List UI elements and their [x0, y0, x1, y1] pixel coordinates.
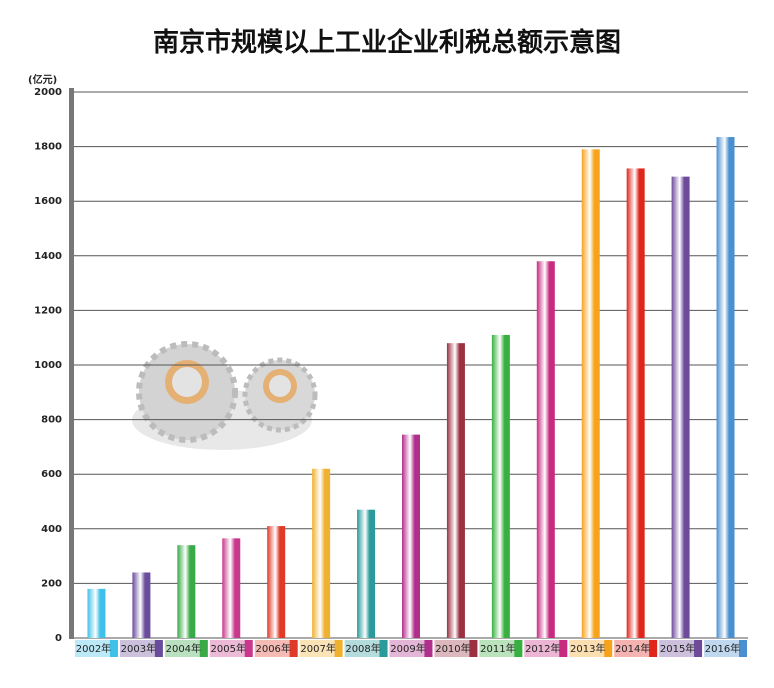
y-tick-label: 2000 — [34, 87, 62, 98]
x-tick-label: 2016年 — [705, 642, 740, 655]
category-box — [524, 640, 568, 657]
category-box — [434, 640, 478, 657]
category-box-edge — [559, 640, 568, 657]
x-tick-label: 2004年 — [166, 642, 201, 655]
bar — [267, 526, 286, 638]
category-box-edge — [199, 640, 208, 657]
y-tick-label: 800 — [41, 415, 62, 426]
bar — [671, 176, 690, 638]
x-tick-label: 2005年 — [211, 642, 246, 655]
x-tick-label: 2012年 — [525, 642, 560, 655]
y-axis-label: (亿元) — [28, 73, 57, 86]
y-tick-label: 1600 — [34, 196, 62, 207]
category-box — [209, 640, 253, 657]
y-tick-label: 1800 — [34, 142, 62, 153]
category-box-edge — [514, 640, 523, 657]
bar — [626, 168, 645, 638]
y-tick-label: 600 — [41, 469, 62, 480]
category-box — [344, 640, 388, 657]
bar — [132, 572, 151, 638]
category-box-edge — [424, 640, 433, 657]
y-tick-label: 1200 — [34, 305, 62, 316]
category-box — [254, 640, 298, 657]
bar — [402, 434, 420, 638]
category-box-edge — [334, 640, 343, 657]
x-tick-label: 2013年 — [570, 642, 605, 655]
category-box — [389, 640, 433, 657]
category-box-edge — [694, 640, 703, 657]
category-box — [569, 640, 613, 657]
x-tick-label: 2003年 — [121, 642, 156, 655]
category-box — [164, 640, 208, 657]
category-box-edge — [649, 640, 658, 657]
y-axis — [69, 88, 74, 639]
x-tick-label: 2002年 — [76, 642, 111, 655]
y-tick-label: 200 — [41, 578, 62, 589]
category-box-edge — [289, 640, 298, 657]
x-tick-label: 2011年 — [480, 642, 515, 655]
bar — [177, 545, 196, 638]
x-tick-label: 2014年 — [615, 642, 650, 655]
bar — [87, 588, 106, 638]
y-tick-label: 400 — [41, 524, 62, 535]
category-box — [119, 640, 163, 657]
y-tick-label: 0 — [55, 633, 62, 644]
category-box — [299, 640, 343, 657]
bar — [581, 149, 600, 638]
y-tick-label: 1000 — [34, 360, 62, 371]
category-box-edge — [469, 640, 478, 657]
category-box-edge — [379, 640, 388, 657]
bar — [446, 343, 465, 638]
x-tick-label: 2008年 — [345, 642, 380, 655]
category-box-edge — [109, 640, 118, 657]
chart-title: 南京市规模以上工业企业利税总额示意图 — [153, 27, 621, 58]
gears — [132, 341, 318, 450]
x-tick-label: 2015年 — [660, 642, 695, 655]
category-box-edge — [154, 640, 163, 657]
category-box — [704, 640, 747, 657]
category-box-edge — [604, 640, 613, 657]
x-tick-label: 2007年 — [300, 642, 335, 655]
bar — [312, 468, 331, 638]
bar — [491, 334, 510, 638]
category-box — [75, 640, 118, 657]
y-tick-label: 1400 — [34, 251, 62, 262]
x-tick-label: 2009年 — [390, 642, 425, 655]
bar — [357, 509, 376, 638]
bar — [536, 261, 555, 638]
x-tick-label: 2010年 — [435, 642, 470, 655]
category-box — [659, 640, 703, 657]
category-box-edge — [739, 640, 747, 657]
bar — [716, 137, 735, 639]
x-tick-label: 2006年 — [255, 642, 290, 655]
category-box-edge — [244, 640, 253, 657]
category-box — [614, 640, 658, 657]
category-box — [479, 640, 523, 657]
bar — [222, 538, 241, 638]
